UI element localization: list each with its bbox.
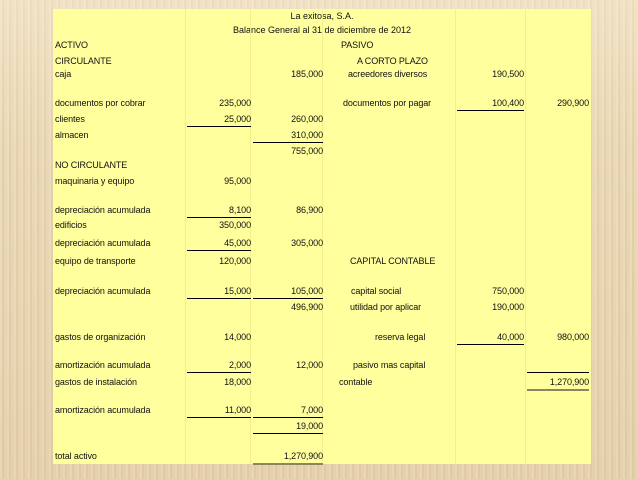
cell-d: utilidad por aplicar <box>350 302 422 312</box>
cell-a: amortización acumulada <box>55 360 151 370</box>
grid-line <box>322 9 323 464</box>
cell-d: acreedores diversos <box>348 69 428 79</box>
grid-line <box>455 9 456 464</box>
cell-e: 100,400 <box>457 97 524 111</box>
cell-a: depreciación acumulada <box>55 238 151 248</box>
cell-b: 350,000 <box>219 220 251 230</box>
cell-f: 290,900 <box>557 98 589 108</box>
cell-a: gastos de instalación <box>55 377 137 387</box>
grid-line <box>185 9 186 464</box>
total-line <box>527 359 589 373</box>
cell-d: reserva legal <box>375 332 426 342</box>
cell-b: 120,000 <box>219 256 251 266</box>
cell-d: PASIVO <box>341 40 374 50</box>
cell-a: documentos por cobrar <box>55 98 146 108</box>
cell-a: maquinaria y equipo <box>55 176 135 186</box>
cell-d: documentos por pagar <box>343 98 432 108</box>
grid-line <box>525 9 526 464</box>
cell-d: capital social <box>351 286 402 296</box>
balance-sheet: La exitosa, S.A. Balance General al 31 d… <box>53 9 591 465</box>
cell-f: 980,000 <box>557 332 589 342</box>
cell-a: almacen <box>55 130 89 140</box>
cell-a: gastos de organización <box>55 332 146 342</box>
cell-a: NO CIRCULANTE <box>55 160 128 170</box>
cell-c: 7,000 <box>253 404 323 418</box>
cell-c: 12,000 <box>296 360 323 370</box>
cell-b: 95,000 <box>224 176 251 186</box>
cell-a: clientes <box>55 114 85 124</box>
cell-a: edificios <box>55 220 87 230</box>
cell-d: contable <box>339 377 373 387</box>
cell-f: 1,270,900 <box>527 376 589 391</box>
cell-c: 310,000 <box>253 129 323 143</box>
cell-a: depreciación acumulada <box>55 286 151 296</box>
cell-c: 86,900 <box>296 205 323 215</box>
cell-a: CIRCULANTE <box>55 56 112 66</box>
cell-d: A CORTO PLAZO <box>357 56 428 66</box>
cell-e: 190,500 <box>492 69 524 79</box>
cell-c: 185,000 <box>291 69 323 79</box>
cell-a: ACTIVO <box>55 40 88 50</box>
cell-c: 105,000 <box>253 285 323 299</box>
cell-c: 1,270,900 <box>253 450 323 465</box>
cell-b: 25,000 <box>187 113 251 127</box>
cell-b: 45,000 <box>187 237 251 251</box>
cell-d: pasivo mas capital <box>353 360 426 370</box>
cell-b: 235,000 <box>219 98 251 108</box>
cell-b: 2,000 <box>187 359 251 373</box>
cell-c: 260,000 <box>291 114 323 124</box>
cell-b: 8,100 <box>187 204 251 218</box>
cell-b: 18,000 <box>224 377 251 387</box>
grid-line <box>250 9 251 464</box>
cell-b: 15,000 <box>187 285 251 299</box>
cell-e: 40,000 <box>457 331 524 345</box>
cell-c: 755,000 <box>291 146 323 156</box>
cell-e: 750,000 <box>492 286 524 296</box>
company-name: La exitosa, S.A. <box>290 11 354 21</box>
cell-a: equipo de transporte <box>55 256 136 266</box>
cell-c: 305,000 <box>291 238 323 248</box>
cell-a: caja <box>55 69 72 79</box>
cell-a: total activo <box>55 451 97 461</box>
cell-d: CAPITAL CONTABLE <box>350 256 436 266</box>
cell-a: depreciación acumulada <box>55 205 151 215</box>
cell-e: 190,000 <box>492 302 524 312</box>
cell-a: amortización acumulada <box>55 405 151 415</box>
cell-c: 19,000 <box>253 420 323 434</box>
cell-b: 11,000 <box>187 404 251 418</box>
cell-c: 496,900 <box>291 302 323 312</box>
cell-b: 14,000 <box>224 332 251 342</box>
